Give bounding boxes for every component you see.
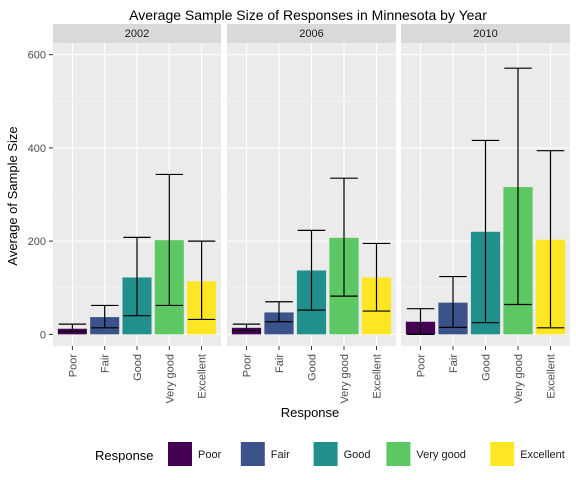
legend-key-good	[313, 442, 338, 466]
y-tick-label: 400	[28, 143, 46, 155]
x-tick-label: Good	[307, 354, 319, 381]
x-tick-label: Excellent	[197, 354, 209, 399]
y-axis-title: Average of Sample Size	[5, 126, 20, 265]
legend-label: Excellent	[520, 449, 565, 461]
facet-label: 2002	[125, 28, 149, 40]
legend-label: Very good	[416, 449, 466, 461]
plot-area: 0 200 400 600 2002 Poor Fair Good Very good Excel…	[28, 24, 570, 466]
facet-strip	[227, 24, 396, 43]
y-tick-label: 200	[28, 236, 46, 248]
legend-key-poor	[168, 442, 192, 466]
legend-key-excellent	[490, 442, 515, 466]
x-tick-label: Excellent	[372, 354, 384, 399]
chart-title: Average Sample Size of Responses in Minn…	[129, 7, 487, 23]
x-tick-label: Poor	[242, 354, 254, 378]
x-tick-label: Fair	[100, 354, 112, 373]
x-tick-label: Good	[132, 354, 144, 381]
x-tick-label: Fair	[448, 354, 460, 373]
legend-key-very-good	[386, 442, 411, 466]
legend-label: Good	[344, 449, 371, 461]
facet-strip	[53, 24, 221, 43]
y-tick-label: 0	[40, 329, 46, 341]
x-tick-label: Very good	[164, 354, 176, 404]
legend-title: Response	[95, 448, 154, 463]
y-tick-label: 600	[28, 50, 46, 62]
x-axis-title: Response	[281, 405, 340, 420]
x-tick-label: Poor	[416, 354, 428, 378]
x-tick-label: Very good	[513, 354, 525, 404]
bar-2006-fair	[264, 312, 294, 335]
x-tick-label: Fair	[274, 354, 286, 373]
x-tick-label: Excellent	[546, 354, 558, 399]
legend-key-fair	[240, 442, 265, 466]
facet-label: 2006	[299, 28, 323, 40]
facet-label: 2010	[473, 28, 497, 40]
x-tick-label: Very good	[339, 354, 351, 404]
legend-label: Fair	[271, 449, 290, 461]
x-tick-label: Poor	[67, 354, 79, 378]
legend-label: Poor	[198, 449, 222, 461]
x-tick-label: Good	[481, 354, 493, 381]
facet-strip	[401, 24, 570, 43]
